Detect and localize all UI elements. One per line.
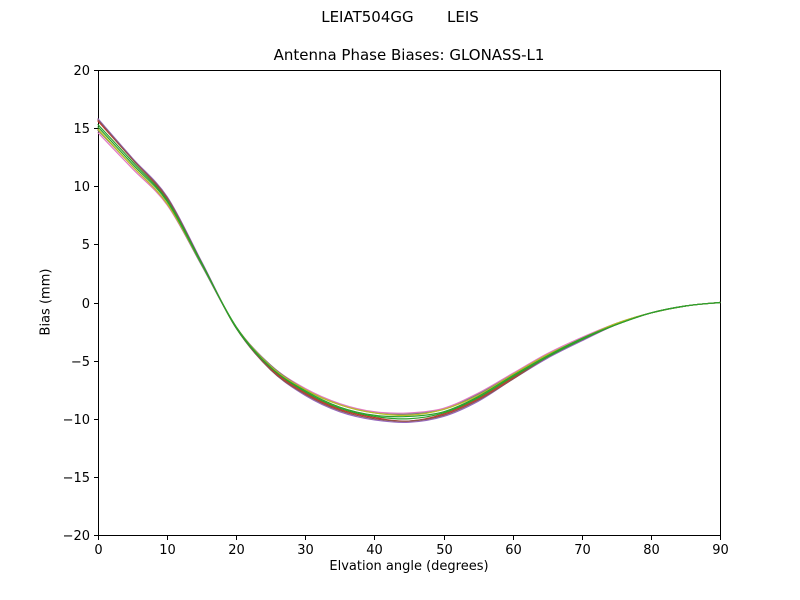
series-line-6	[97, 128, 721, 416]
x-tick-label: 60	[505, 543, 522, 558]
x-tick-label: 10	[159, 543, 176, 558]
axes	[94, 70, 721, 540]
series-line-7	[97, 124, 721, 420]
y-tick-label: −10	[63, 413, 90, 428]
series-line-1	[97, 118, 721, 423]
x-tick-label: 20	[228, 543, 245, 558]
plot-border	[98, 70, 721, 536]
x-axis-label: Elvation angle (degrees)	[329, 559, 489, 574]
y-tick-label: −5	[71, 355, 90, 370]
y-axis-label: Bias (mm)	[38, 268, 54, 336]
series-line-5	[97, 119, 721, 422]
x-tick-label: 30	[297, 543, 314, 558]
x-tick-label: 70	[574, 543, 591, 558]
tick-labels: 0 10 20 30 40 50 60 70 80 90 −20 −15 −10 −5 0 5 10 15 20	[63, 64, 729, 558]
y-tick-label: −15	[63, 471, 90, 486]
y-tick-label: 10	[73, 180, 90, 195]
y-tick-label: 0	[82, 297, 90, 312]
series-line-2	[97, 120, 721, 422]
y-tick-label: 15	[73, 122, 90, 137]
chart-title: Antenna Phase Biases: GLONASS-L1	[273, 46, 545, 64]
x-tick-label: 80	[643, 543, 660, 558]
y-tick-label: 20	[73, 64, 90, 79]
series-line-8	[97, 126, 721, 418]
series-line-3	[97, 132, 721, 414]
y-tick-label: 5	[82, 238, 90, 253]
series-line-4	[97, 129, 721, 415]
x-tick-label: 40	[366, 543, 383, 558]
x-tick-label: 0	[94, 543, 102, 558]
y-tick-label: −20	[63, 529, 90, 544]
x-tick-label: 50	[436, 543, 453, 558]
figure-suptitle: LEIAT504GG LEIS	[321, 8, 479, 26]
series-lines	[97, 118, 721, 423]
x-tick-label: 90	[712, 543, 729, 558]
